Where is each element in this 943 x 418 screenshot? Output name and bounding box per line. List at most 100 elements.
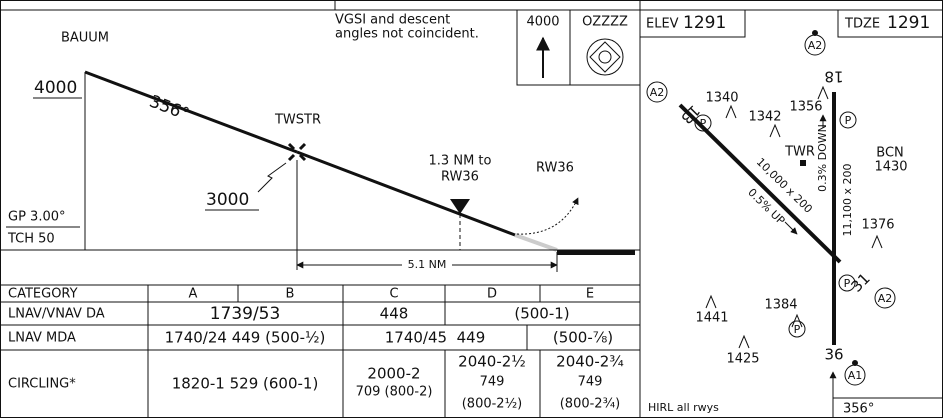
light-dot [812, 30, 818, 36]
row-label: CIRCLING* [8, 377, 76, 392]
cell: 1739/53 [210, 304, 281, 324]
approach-light: A2 [650, 86, 665, 99]
cell: 749 [578, 375, 603, 390]
runway-end: 31 [848, 270, 874, 296]
tdze-label: TDZE [844, 17, 880, 32]
msa-box [569, 9, 641, 86]
light-dot [852, 360, 858, 366]
header-cell: B [286, 287, 295, 302]
note: angles not coincident. [335, 27, 479, 42]
approach-light [874, 287, 896, 309]
row-label: LNAV MDA [8, 331, 76, 346]
fix-symbol [298, 153, 307, 162]
pcl: P [788, 320, 806, 338]
beacon: 1430 [874, 160, 907, 175]
msa-altitude: 4000 [526, 15, 559, 30]
cell: (800-2½) [462, 397, 523, 412]
tch: TCH 50 [7, 232, 55, 247]
cell: 709 (800-2) [356, 385, 433, 400]
label-bg [402, 259, 452, 271]
tdze-box [837, 9, 943, 38]
tdze-value: 1291 [887, 13, 930, 33]
obstacle: 1356 [789, 100, 822, 115]
glidepath: GP 3.00° [8, 210, 66, 225]
runway-13-31 [678, 103, 842, 264]
row-label: LNAV/VNAV DA [8, 307, 105, 322]
minimums-table: CATEGORY A B C D E LNAV/VNAV DA 1739/53 … [0, 284, 640, 418]
fix-altitude: 4000 [34, 78, 77, 98]
fix-symbol [298, 142, 307, 151]
approach-light: A2 [808, 39, 823, 52]
fix-altitude: 3000 [206, 190, 249, 210]
msa-icon [589, 41, 621, 73]
descent-path [296, 150, 516, 237]
course: 356° [843, 402, 874, 417]
fix-symbol [287, 142, 296, 151]
vdp-note: RW36 [441, 170, 479, 185]
obstacle-symbol [817, 85, 829, 100]
fix-name: TWSTR [274, 113, 321, 128]
obstacle: 1425 [726, 352, 759, 367]
obstacle-symbol [769, 123, 781, 138]
header-cell: C [389, 287, 398, 302]
visual-segment [514, 233, 558, 252]
runway-bar [557, 250, 635, 255]
approach-light: A1 [848, 369, 863, 382]
fix-name: BAUUM [61, 31, 109, 46]
profile-view: BAUUM 4000 356° TWSTR 3000 VGSI and desc… [0, 9, 641, 272]
elev-box [639, 9, 746, 38]
header-cell: CATEGORY [8, 287, 78, 302]
approach-light: A2 [878, 292, 893, 305]
obstacle-symbol [705, 85, 883, 349]
runway-end: 18 [824, 68, 843, 86]
pcl [788, 320, 806, 338]
cell: 2040-2¾ [556, 353, 624, 371]
course-box [832, 397, 943, 418]
distance: 5.1 NM [408, 258, 447, 271]
pcl: P [794, 323, 801, 336]
obstacle-symbol [871, 234, 883, 249]
note: VGSI and descent [335, 13, 450, 28]
obstacle: 1384 [764, 298, 797, 313]
obstacle-symbol [791, 313, 803, 328]
altitude-pointer [257, 162, 287, 193]
plan-view: ELEV 1291 TDZE 1291 18 36 13 31 10,000 x… [639, 9, 943, 418]
approach-light: A1 [844, 364, 866, 386]
cell: 2040-2½ [458, 353, 526, 371]
cell: 448 [380, 305, 409, 323]
elev-value: 1291 [683, 13, 726, 33]
header-cell: E [586, 287, 594, 302]
approach-light [646, 81, 668, 103]
msa-icon [586, 38, 624, 76]
pcl: P [838, 274, 856, 292]
lighting-note: HIRL all rwys [648, 401, 719, 414]
pcl: P [700, 117, 707, 130]
vdp-symbol [450, 199, 470, 214]
course: 356° [146, 92, 191, 125]
obstacle-symbol [738, 334, 750, 349]
vdp-note: 1.3 NM to [429, 154, 492, 169]
pcl: P [694, 114, 712, 132]
runway-dims: 11,100 x 200 [841, 164, 854, 237]
cell: 1740/24 449 (500-½) [165, 329, 326, 347]
cell: 1820-1 529 (600-1) [172, 375, 319, 393]
obstacle: 1441 [695, 311, 728, 326]
header-cell: A [189, 287, 198, 302]
runway-end: 36 [824, 346, 843, 364]
fix-symbol [287, 153, 296, 162]
pcl [694, 114, 712, 132]
tower: TWR [784, 145, 815, 160]
elev-label: ELEV [646, 17, 679, 32]
runway-gradient: 0.3% DOWN [816, 124, 829, 192]
pcl: P [844, 277, 851, 290]
cell: 1740/45 449 [385, 329, 485, 347]
cell: 749 [480, 375, 505, 390]
header-cell: D [487, 287, 497, 302]
descent-path [84, 70, 298, 154]
pcl [838, 274, 856, 292]
obstacle-symbol [705, 294, 717, 309]
tower-symbol [800, 160, 806, 166]
msa-icon [598, 50, 612, 64]
pcl: P [839, 111, 857, 129]
